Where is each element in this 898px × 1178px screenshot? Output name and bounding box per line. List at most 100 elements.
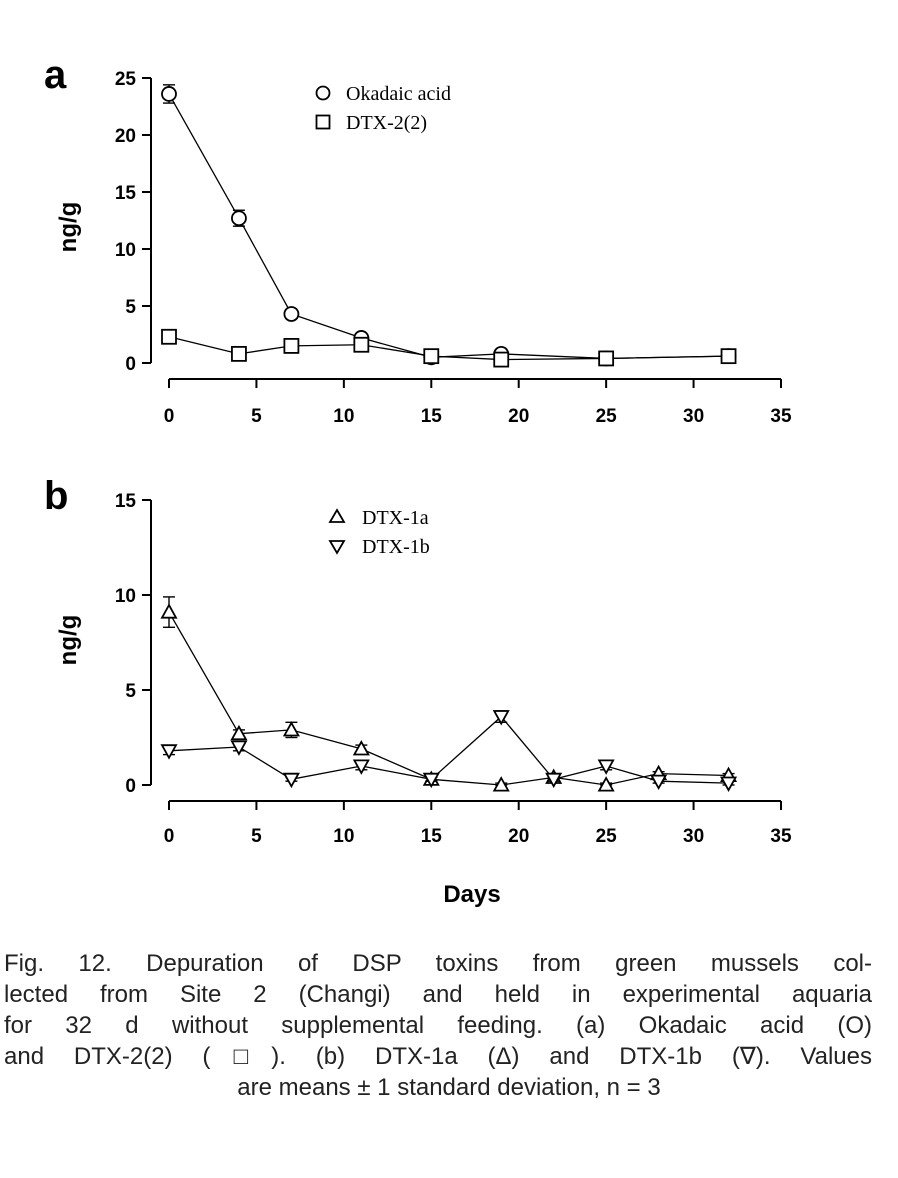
x-tick-label: 30 xyxy=(683,406,704,427)
caption-line-5: are means ± 1 standard deviation, n = 3 xyxy=(237,1074,661,1101)
data-point-dtx-2-2 xyxy=(161,328,177,345)
panel-b-markers xyxy=(160,596,738,792)
x-tick-label: 30 xyxy=(683,826,704,847)
y-tick-label: 0 xyxy=(125,776,136,797)
triangle-down-marker xyxy=(597,759,615,775)
data-point-okadaic-acid xyxy=(231,209,247,227)
y-tick-label: 10 xyxy=(115,586,136,607)
panel-b-series-lines xyxy=(168,611,729,786)
triangle-down-marker xyxy=(545,772,563,789)
circle-marker xyxy=(283,306,300,322)
x-tick-label: 20 xyxy=(508,406,529,427)
caption-line-1: Fig. 12. Depuration of DSP toxins from g… xyxy=(4,950,872,977)
x-tick-label: 25 xyxy=(596,406,618,427)
panel-a-legend: Okadaic acid DTX-2(2) xyxy=(315,83,451,134)
data-point-dtx-2-2 xyxy=(353,336,370,353)
data-point-dtx-1b xyxy=(282,772,300,789)
triangle-down-marker xyxy=(282,772,300,789)
data-point-dtx-1a xyxy=(352,740,370,756)
x-tick-label: 35 xyxy=(770,826,792,847)
x-tick-label: 20 xyxy=(508,826,529,847)
legend-circle-marker xyxy=(315,85,331,101)
legend-item-okadaic-acid: Okadaic acid xyxy=(315,83,451,105)
x-tick-label: 5 xyxy=(251,826,262,847)
x-tick-label: 0 xyxy=(164,826,175,847)
data-point-dtx-1b xyxy=(422,772,440,789)
caption-line-3: for 32 d without supplemental feeding. (… xyxy=(4,1012,872,1039)
panel-a-axes: 0 5 10 15 20 25 0 5 10 15 20 25 30 35 xyxy=(115,69,792,427)
triangle-down-marker xyxy=(352,759,370,775)
data-point-dtx-1a xyxy=(282,721,300,739)
series-line-dtx-1a xyxy=(168,611,729,786)
square-marker xyxy=(493,351,510,368)
data-point-dtx-1b xyxy=(597,759,615,775)
legend-square-marker xyxy=(315,114,331,130)
triangle-down-marker xyxy=(160,744,178,760)
legend-label-dtx-2-2: DTX-2(2) xyxy=(346,112,427,134)
data-point-dtx-1b xyxy=(230,740,248,756)
data-point-dtx-1b xyxy=(160,744,178,760)
x-tick-label: 10 xyxy=(333,406,354,427)
triangle-up-marker xyxy=(282,721,300,737)
data-point-dtx-1a xyxy=(230,724,248,741)
x-tick-label: 10 xyxy=(333,826,354,847)
x-tick-label: 25 xyxy=(596,826,618,847)
legend-item-dtx-1b: DTX-1b xyxy=(328,536,430,558)
panel-b-y-axis-title: ng/g xyxy=(55,615,82,666)
panel-a-letter: a xyxy=(44,53,67,97)
circle-marker xyxy=(231,210,247,227)
y-tick-label: 0 xyxy=(125,354,136,375)
square-marker xyxy=(720,348,737,365)
series-line-dtx-1b xyxy=(168,715,729,784)
legend-item-dtx-1a: DTX-1a xyxy=(328,507,429,529)
y-tick-label: 25 xyxy=(115,69,137,90)
panel-a: a ng/g 0 5 10 15 20 25 0 5 10 15 20 25 30 35 Okadaic … xyxy=(44,53,792,427)
x-tick-label: 35 xyxy=(770,406,792,427)
x-tick-label: 0 xyxy=(164,406,175,427)
legend-label-dtx-1a: DTX-1a xyxy=(362,507,429,529)
panel-b-axes: 0 5 10 15 0 5 10 15 20 25 30 35 xyxy=(115,491,792,847)
y-tick-label: 15 xyxy=(115,491,137,512)
x-tick-label: 15 xyxy=(421,826,443,847)
triangle-up-marker xyxy=(230,724,248,741)
data-point-okadaic-acid xyxy=(283,306,300,322)
y-tick-label: 10 xyxy=(115,240,136,261)
legend-triangle-up-marker xyxy=(328,508,346,523)
triangle-down-marker xyxy=(720,776,738,792)
data-point-dtx-1b xyxy=(720,776,738,792)
y-tick-label: 5 xyxy=(125,297,136,318)
triangle-down-marker xyxy=(492,710,510,726)
triangle-up-marker xyxy=(352,740,370,756)
x-tick-label: 15 xyxy=(421,406,443,427)
panel-a-series-lines xyxy=(168,93,729,361)
data-point-dtx-2-2 xyxy=(720,348,737,365)
data-point-dtx-1a xyxy=(492,776,510,792)
square-marker xyxy=(231,345,247,362)
triangle-up-marker xyxy=(597,776,615,792)
panel-b-letter: b xyxy=(44,474,68,518)
square-marker xyxy=(423,348,440,365)
square-marker xyxy=(353,336,370,353)
data-point-dtx-1b xyxy=(352,759,370,775)
panel-b-legend: DTX-1a DTX-1b xyxy=(328,507,430,558)
panel-a-y-axis-title: ng/g xyxy=(55,202,82,253)
data-point-dtx-2-2 xyxy=(283,337,300,354)
x-axis-title-days: Days xyxy=(443,881,500,908)
data-point-dtx-2-2 xyxy=(231,345,247,362)
triangle-down-marker xyxy=(650,774,668,791)
square-marker xyxy=(598,350,615,367)
data-point-dtx-2-2 xyxy=(493,351,510,368)
y-tick-label: 20 xyxy=(115,126,136,147)
panel-b: b ng/g 0 5 10 15 0 5 10 15 20 25 30 35 DTX-1a DTX-1… xyxy=(44,474,792,908)
y-tick-label: 5 xyxy=(125,681,136,702)
circle-marker xyxy=(161,86,177,102)
triangle-up-marker xyxy=(160,603,178,619)
data-point-dtx-1a xyxy=(597,776,615,792)
legend-triangle-down-marker xyxy=(328,540,346,555)
triangle-down-marker xyxy=(422,772,440,789)
caption-line-4: and DTX-2(2) (□). (b) DTX-1a (Δ) and DTX… xyxy=(4,1043,872,1070)
series-line-dtx-2-2 xyxy=(168,336,729,361)
panel-a-markers xyxy=(161,84,737,368)
data-point-dtx-1a xyxy=(160,596,178,628)
square-marker xyxy=(283,337,300,354)
